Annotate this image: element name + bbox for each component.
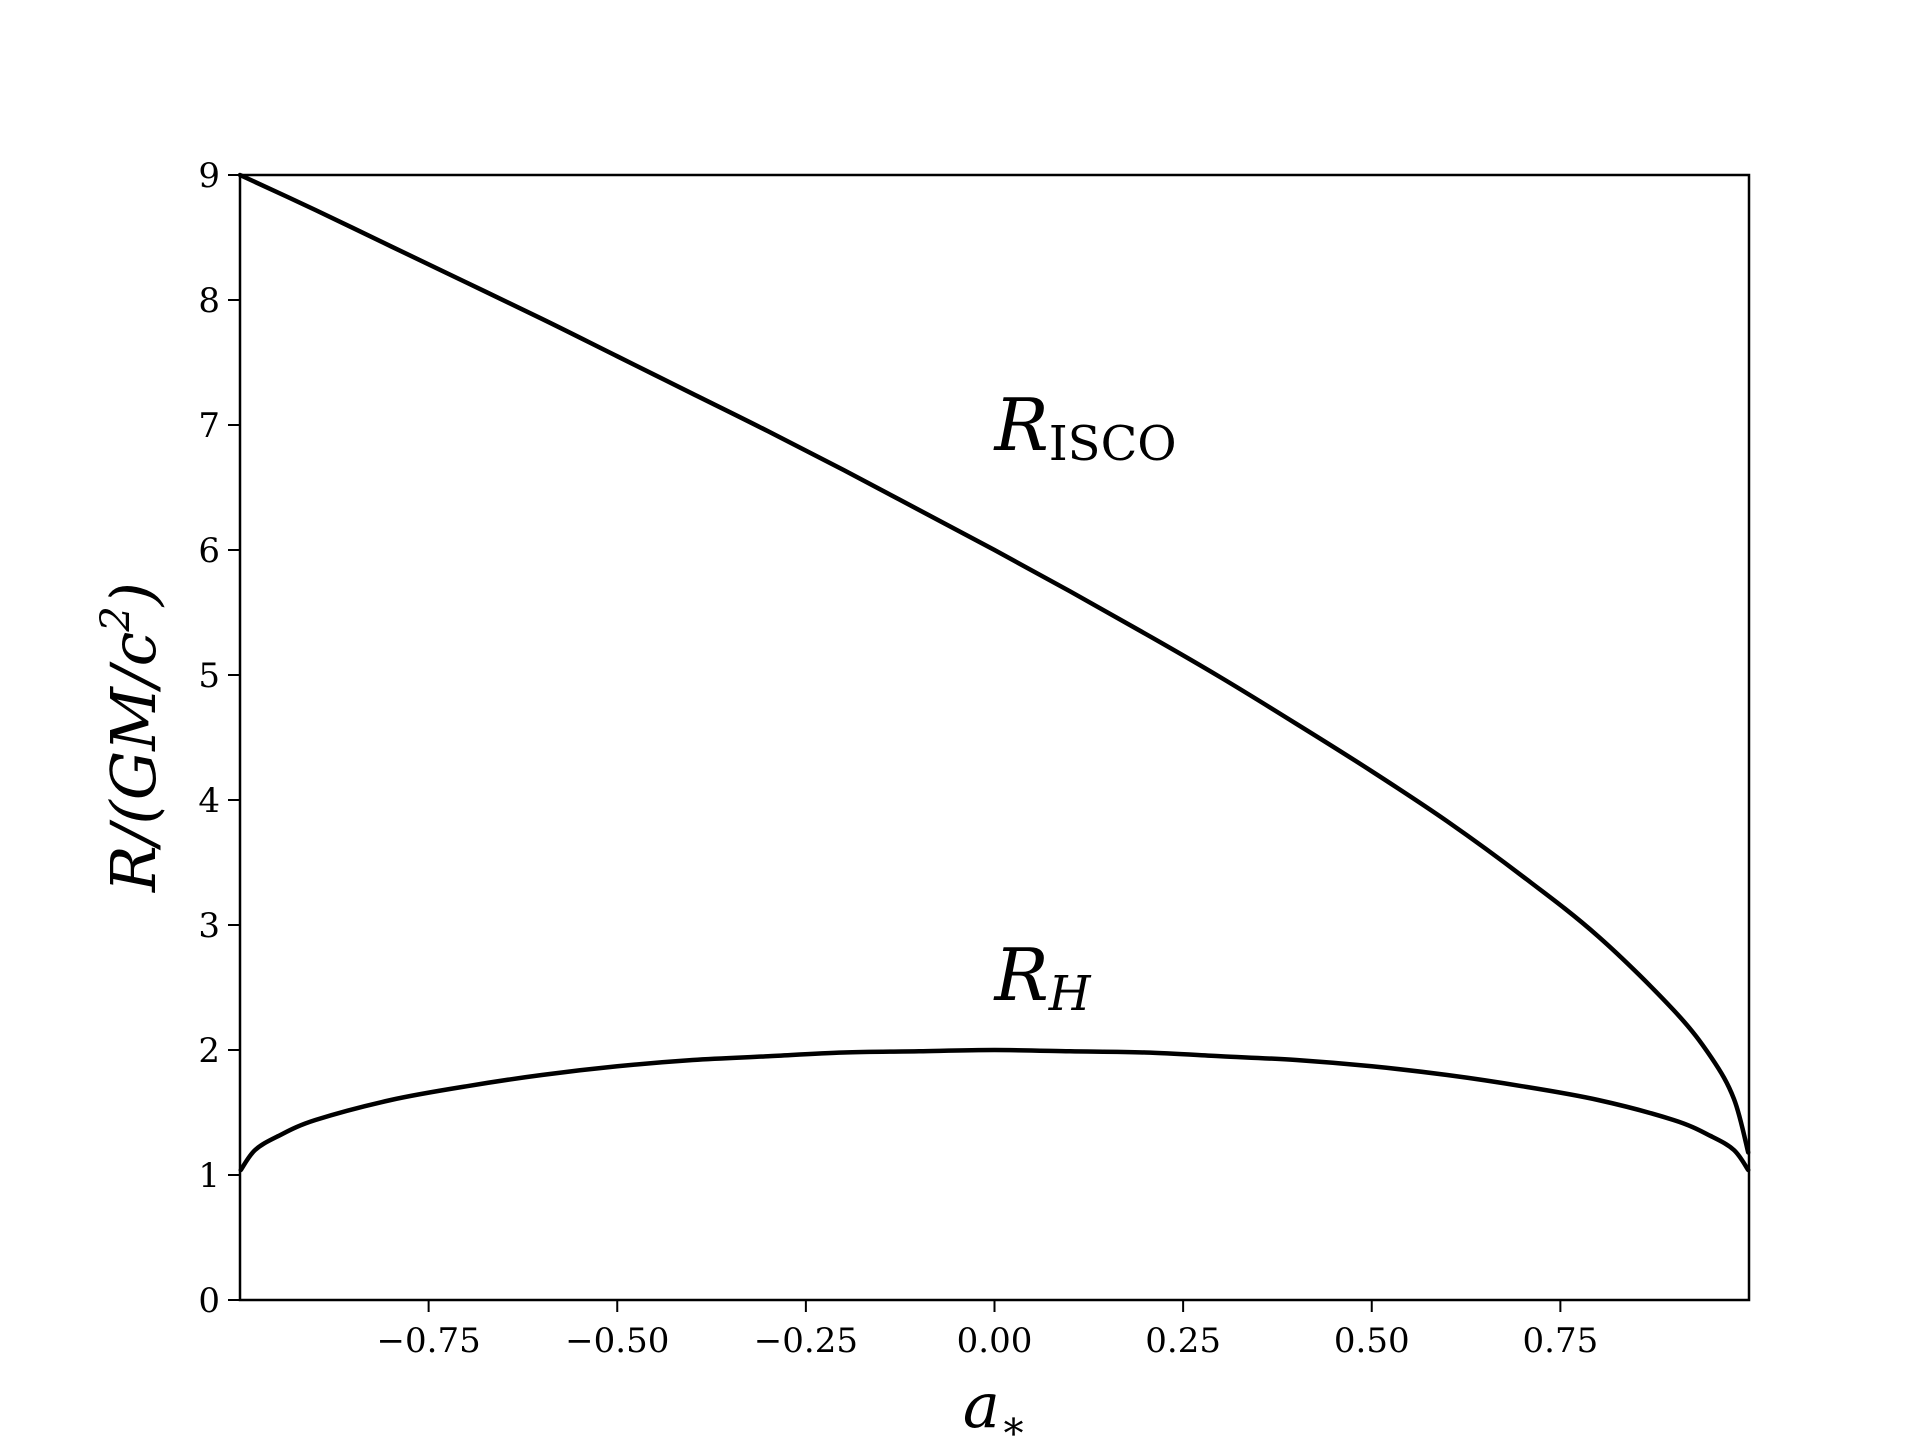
y-tick-label: 8 (198, 281, 220, 321)
x-tick-label: −0.75 (377, 1321, 481, 1361)
y-tick-label: 7 (198, 406, 220, 446)
x-axis-label: a∗ (963, 1369, 1027, 1440)
horizon-radius-curve (238, 1047, 1751, 1173)
y-axis-label: R/(GM/c2) (93, 582, 170, 893)
y-tick-label: 3 (198, 906, 220, 946)
rh-annotation-sub: H (1048, 966, 1092, 1022)
y-tick-label: 2 (198, 1031, 220, 1071)
x-tick-label: 0.25 (1145, 1321, 1221, 1361)
y-axis-label-close: ) (97, 582, 170, 608)
y-tick-label: 5 (198, 656, 220, 696)
risco-curve (237, 172, 1751, 1155)
y-axis-ticks: 0 1 2 3 4 5 6 7 8 9 (198, 156, 240, 1321)
risco-annotation-sub: ISCO (1049, 416, 1177, 472)
series-layer (237, 172, 1751, 1173)
y-axis-label-sup: 2 (93, 606, 139, 632)
x-axis-label-base: a (963, 1369, 1000, 1440)
x-axis-ticks: −0.75 −0.50 −0.25 0.00 0.25 0.50 0.75 (377, 1300, 1599, 1361)
y-tick-label: 9 (198, 156, 220, 196)
rh-annotation-base: R (993, 933, 1049, 1017)
risco-annotation-base: R (993, 383, 1049, 467)
risco-annotation: RISCO (993, 383, 1177, 472)
y-tick-label: 4 (198, 781, 220, 821)
x-tick-label: −0.25 (754, 1321, 858, 1361)
y-tick-label: 6 (198, 531, 220, 571)
x-tick-label: 0.50 (1334, 1321, 1410, 1361)
y-axis-label-main: R/(GM/c (97, 632, 170, 893)
rh-annotation: RH (993, 933, 1092, 1022)
y-tick-label: 1 (198, 1156, 220, 1196)
plot-frame (238, 173, 1751, 1302)
x-tick-label: −0.50 (565, 1321, 669, 1361)
x-tick-label: 0.00 (957, 1321, 1033, 1361)
x-tick-label: 0.75 (1523, 1321, 1599, 1361)
x-axis-label-sub: ∗ (1000, 1403, 1027, 1440)
y-tick-label: 0 (198, 1281, 220, 1321)
